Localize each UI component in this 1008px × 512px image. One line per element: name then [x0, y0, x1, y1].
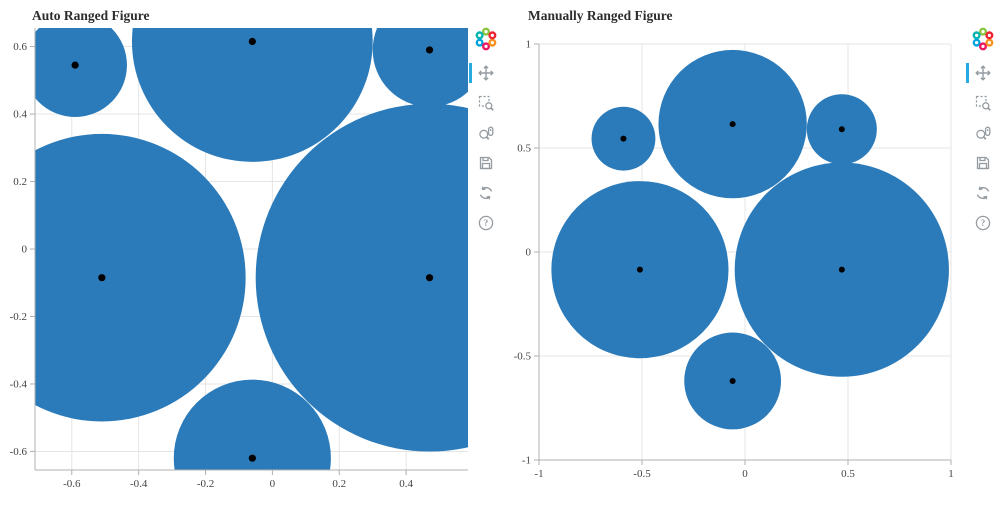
wheel-zoom-icon [976, 126, 991, 140]
svg-text:?: ? [981, 218, 986, 228]
box-zoom-icon [478, 95, 494, 111]
x-tick-label: 0 [742, 468, 748, 480]
bokeh-logo-icon [475, 27, 497, 51]
reset-tool-button[interactable] [475, 182, 497, 204]
bokeh-logo-icon [972, 27, 994, 51]
x-tick-label: 0.4 [399, 478, 413, 490]
x-tick-label: -0.4 [130, 478, 148, 490]
center-dot-glyph [248, 37, 256, 46]
help-icon: ? [478, 215, 494, 231]
manually-ranged-plot-canvas[interactable]: -1 -0.5 0 0.5 1 -1 -0.5 0 0.5 1 [504, 0, 974, 512]
bubble-glyph [35, 28, 127, 117]
x-tick-label: 0.5 [841, 468, 855, 480]
bubble-glyph [132, 28, 373, 162]
y-tick-label: -1 [522, 455, 531, 467]
center-dot-glyph [620, 135, 627, 142]
manually-ranged-figure: Manually Ranged Figure -1 -0.5 0 0.5 1 -1 -0.5… [504, 0, 1008, 512]
center-dot-glyph [729, 121, 736, 128]
bokeh-logo[interactable] [970, 26, 996, 52]
x-tick-label: -0.5 [633, 468, 651, 480]
pan-icon [478, 65, 494, 81]
save-icon [976, 156, 990, 170]
center-dot-glyph [838, 126, 845, 133]
box-zoom-icon [975, 95, 991, 111]
bubble-glyph [372, 28, 468, 107]
wheel-zoom-tool-button[interactable] [475, 122, 497, 144]
save-tool-button[interactable] [972, 152, 994, 174]
center-dot-glyph [729, 377, 736, 384]
x-tick-label: 0.2 [332, 478, 346, 490]
pan-icon [975, 65, 991, 81]
bokeh-toolbar: ? [966, 26, 998, 238]
bokeh-logo[interactable] [473, 26, 499, 52]
x-tick-label: 1 [948, 468, 954, 480]
y-tick-label: 0 [526, 247, 532, 259]
svg-text:?: ? [484, 218, 489, 228]
reset-icon [479, 186, 493, 200]
bokeh-toolbar: ? [469, 26, 501, 238]
auto-ranged-plot-canvas[interactable]: -0.6 -0.4 -0.2 0 0.2 0.4 -0.6 -0.4 -0.2 0 0.2 0.4 0.… [0, 0, 470, 512]
reset-tool-button[interactable] [972, 182, 994, 204]
y-tick-label: -0.5 [514, 351, 532, 363]
y-tick-label: 0.2 [13, 176, 27, 188]
y-tick-label: -0.2 [10, 311, 27, 323]
save-icon [479, 156, 493, 170]
x-tick-label: -0.6 [63, 478, 81, 490]
bubble-glyph [255, 103, 468, 452]
y-tick-label: 0 [22, 244, 28, 256]
center-dot-glyph [636, 266, 643, 273]
bubble-glyph [173, 379, 331, 470]
help-icon: ? [975, 215, 991, 231]
x-tick-label: 0 [270, 478, 276, 490]
wheel-zoom-icon [479, 126, 494, 140]
reset-icon [976, 186, 990, 200]
wheel-zoom-tool-button[interactable] [972, 122, 994, 144]
y-tick-label: 0.4 [13, 109, 27, 121]
bubble-glyph [35, 133, 246, 422]
auto-ranged-figure: Auto Ranged Figure -0.6 -0.4 -0.2 0 0.2 0.4 -0… [0, 0, 501, 512]
box-zoom-tool-button[interactable] [972, 92, 994, 114]
center-dot-glyph [838, 266, 845, 273]
figure-title: Auto Ranged Figure [32, 8, 150, 23]
y-tick-label: 0.5 [517, 143, 531, 155]
y-tick-label: -0.6 [10, 446, 28, 458]
center-dot-glyph [425, 46, 434, 54]
y-tick-label: 1 [526, 39, 532, 51]
center-dot-glyph [98, 274, 106, 282]
save-tool-button[interactable] [475, 152, 497, 174]
figure-title: Manually Ranged Figure [528, 8, 673, 23]
y-tick-label: -0.4 [10, 378, 28, 390]
center-dot-glyph [425, 274, 434, 282]
help-tool-button[interactable]: ? [475, 212, 497, 234]
y-tick-label: 0.6 [13, 41, 27, 53]
x-tick-label: -0.2 [197, 478, 214, 490]
pan-tool-button[interactable] [469, 62, 497, 84]
center-dot-glyph [248, 454, 256, 462]
x-tick-label: -1 [534, 468, 543, 480]
help-tool-button[interactable]: ? [972, 212, 994, 234]
box-zoom-tool-button[interactable] [475, 92, 497, 114]
center-dot-glyph [71, 61, 79, 69]
pan-tool-button[interactable] [966, 62, 994, 84]
